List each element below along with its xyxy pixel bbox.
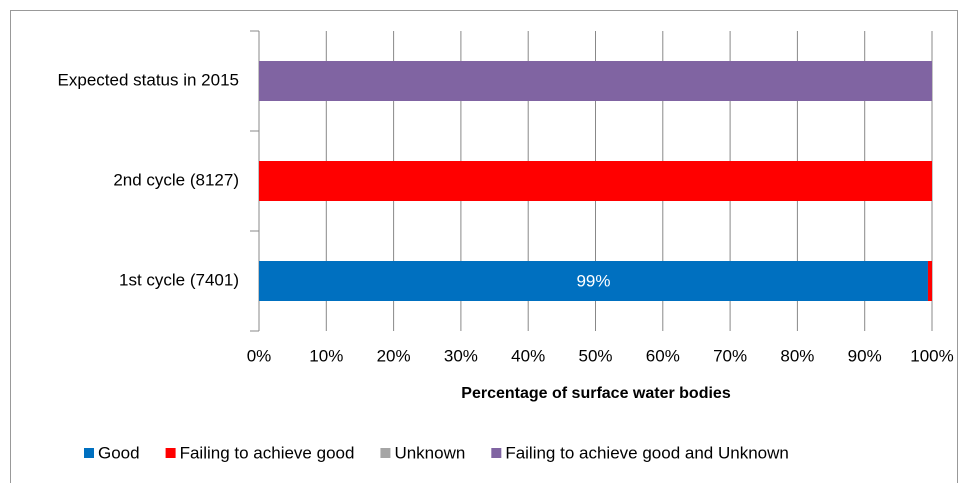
x-tick-label: 20% [377, 346, 411, 365]
x-tick-label: 0% [247, 346, 272, 365]
x-tick-label: 90% [848, 346, 882, 365]
legend-label: Failing to achieve good and Unknown [505, 443, 789, 462]
x-tick-label: 100% [910, 346, 953, 365]
y-tick-label: 1st cycle (7401) [119, 270, 239, 289]
bar-segment [259, 261, 928, 301]
x-tick-label: 80% [780, 346, 814, 365]
legend-swatch [165, 448, 176, 458]
legend-swatch [84, 448, 94, 458]
x-axis-title: Percentage of surface water bodies [461, 385, 731, 402]
x-tick-label: 70% [713, 346, 747, 365]
legend-label: Unknown [394, 443, 465, 462]
x-tick-label: 40% [511, 346, 545, 365]
x-tick-label: 60% [646, 346, 680, 365]
legend-label: Failing to achieve good [180, 443, 355, 462]
legend-label: Good [98, 443, 140, 462]
x-tick-label: 50% [578, 346, 612, 365]
legend-swatch [380, 448, 391, 458]
y-tick-label: Expected status in 2015 [58, 70, 239, 89]
chart-frame [10, 10, 958, 483]
legend-swatch [491, 448, 502, 458]
data-label: 99% [576, 271, 610, 290]
x-tick-label: 10% [309, 346, 343, 365]
bar-segment [259, 61, 932, 101]
bar-segment [927, 261, 932, 301]
bar-segment [259, 161, 932, 201]
y-tick-label: 2nd cycle (8127) [113, 170, 239, 189]
x-tick-label: 30% [444, 346, 478, 365]
